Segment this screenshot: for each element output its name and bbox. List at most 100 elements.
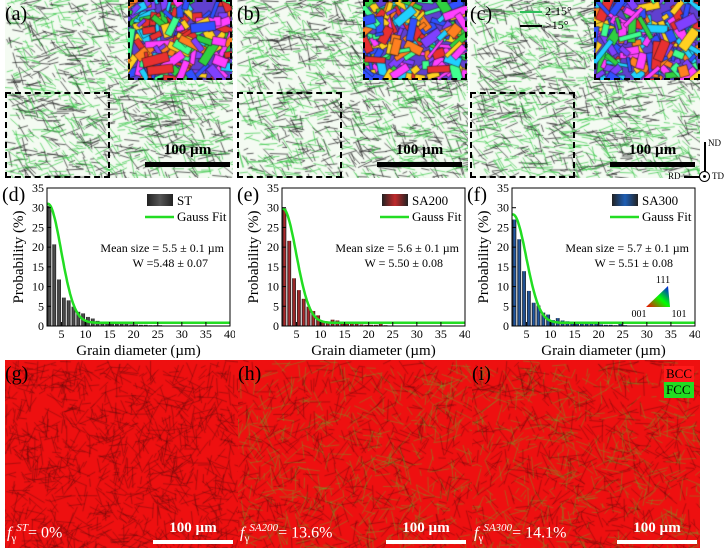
legend-label-fit: Gauss Fit [177,209,227,224]
y-tick-label: 5 [503,299,509,313]
y-axis-label: Probability (%) [476,211,492,304]
ipf-inset-b [363,0,467,80]
histogram-bar [589,323,594,326]
nd-arrow [704,142,706,172]
x-tick-label: 15 [104,327,116,341]
zoom-region-box [5,92,110,178]
x-tick-label: 20 [363,327,375,341]
histogram-bar [603,324,608,326]
histogram-bar [114,323,119,326]
austenite-fraction: fγST= 0% [7,522,63,545]
histogram-bar [325,321,330,326]
legend-label-series: SA300 [642,193,678,208]
y-tick-label: 25 [267,220,279,234]
histogram-bar [287,240,292,326]
x-tick-label: 25 [387,327,399,341]
histogram-bar [512,219,517,326]
x-axis-label: Grain diameter (µm) [76,343,200,359]
x-tick-label: 40 [224,327,235,341]
x-tick-label: 20 [593,327,605,341]
phase-legend: BCC FCC [664,366,695,398]
x-tick-label: 5 [293,327,299,341]
phase-map-g [5,360,238,548]
x-tick-label: 30 [641,327,653,341]
phase-map-i [472,360,700,548]
histogram-bar [57,279,61,326]
y-tick-label: 30 [267,201,279,215]
boundary-legend: 2-15° >15° [520,4,572,32]
y-tick-label: 30 [497,201,509,215]
y-tick-label: 35 [267,181,279,195]
y-tick-label: 0 [503,319,509,333]
scale-label: 100 µm [628,142,677,158]
panel-label: (b) [237,3,261,25]
histogram-bar [138,324,143,326]
plot-frame [511,187,696,327]
histogram-bar [551,320,555,326]
ipf-inset-a [128,0,232,80]
histogram-bar [584,323,589,326]
legend-swatch [520,25,542,28]
legend-label-fit: Gauss Fit [412,209,462,224]
ipf-label-001: 001 [632,309,647,320]
plot-frame [281,187,466,327]
ipf-triangle [646,286,670,307]
scale-bar [153,540,233,544]
x-tick-label: 30 [411,327,423,341]
scale-bar [610,162,695,167]
y-tick-label: 15 [32,260,44,274]
y-axis-label: Probability (%) [246,211,262,304]
histogram-bar [340,322,345,326]
ipf-label-101: 101 [672,309,687,320]
gauss-fit-curve [511,213,695,325]
legend-swatch [520,11,542,14]
legend-label-series: ST [177,193,192,208]
y-tick-label: 15 [497,260,509,274]
histogram-bar [61,297,66,326]
histogram-bar [110,322,114,326]
histogram-bar [575,322,579,326]
panel-c: (c) 2-15° >15° 100 µm [470,0,700,178]
histogram-bar [378,324,383,326]
histogram-bar [119,323,124,326]
width-annotation: W = 5.51 ± 0.08 [595,256,673,270]
y-tick-label: 25 [497,220,509,234]
legend-label: >15° [545,18,569,32]
inset-frame [594,0,700,80]
legend-label: 2-15° [545,4,572,18]
rd-arrow [684,176,700,178]
histogram-bar [608,324,613,326]
mean-size-annotation: Mean size = 5.7 ± 0.1 µm [565,241,689,255]
legend-swatch-bars [612,194,638,206]
histogram-bar [76,311,81,326]
legend-swatch-bars [147,194,173,206]
zoom-region-box [470,92,575,178]
x-axis-label: Grain diameter (µm) [541,343,665,359]
histogram-bar [373,324,378,326]
inset-frame [363,0,467,80]
histogram-bar [71,306,76,326]
y-tick-label: 20 [32,240,44,254]
histogram-bar [292,278,296,326]
y-tick-label: 30 [32,201,44,215]
histogram-bar [526,290,531,326]
x-tick-label: 10 [545,327,557,341]
panel-label: (i) [472,363,491,385]
histogram-bar [517,239,522,326]
histogram-bar [349,323,354,326]
histogram-bar [364,324,369,326]
histogram-bar [359,324,364,326]
panel-label: (a) [5,3,28,25]
legend-fcc: FCC [664,382,695,398]
width-annotation: W = 5.50 ± 0.08 [365,256,443,270]
histogram-bar [311,311,316,326]
nd-label: ND [708,138,721,148]
legend-label-series: SA200 [412,193,448,208]
panel-label: (g) [5,363,29,385]
scale-bar [145,162,230,167]
y-tick-label: 5 [273,299,279,313]
x-tick-label: 10 [80,327,92,341]
histogram-bar [369,324,374,326]
